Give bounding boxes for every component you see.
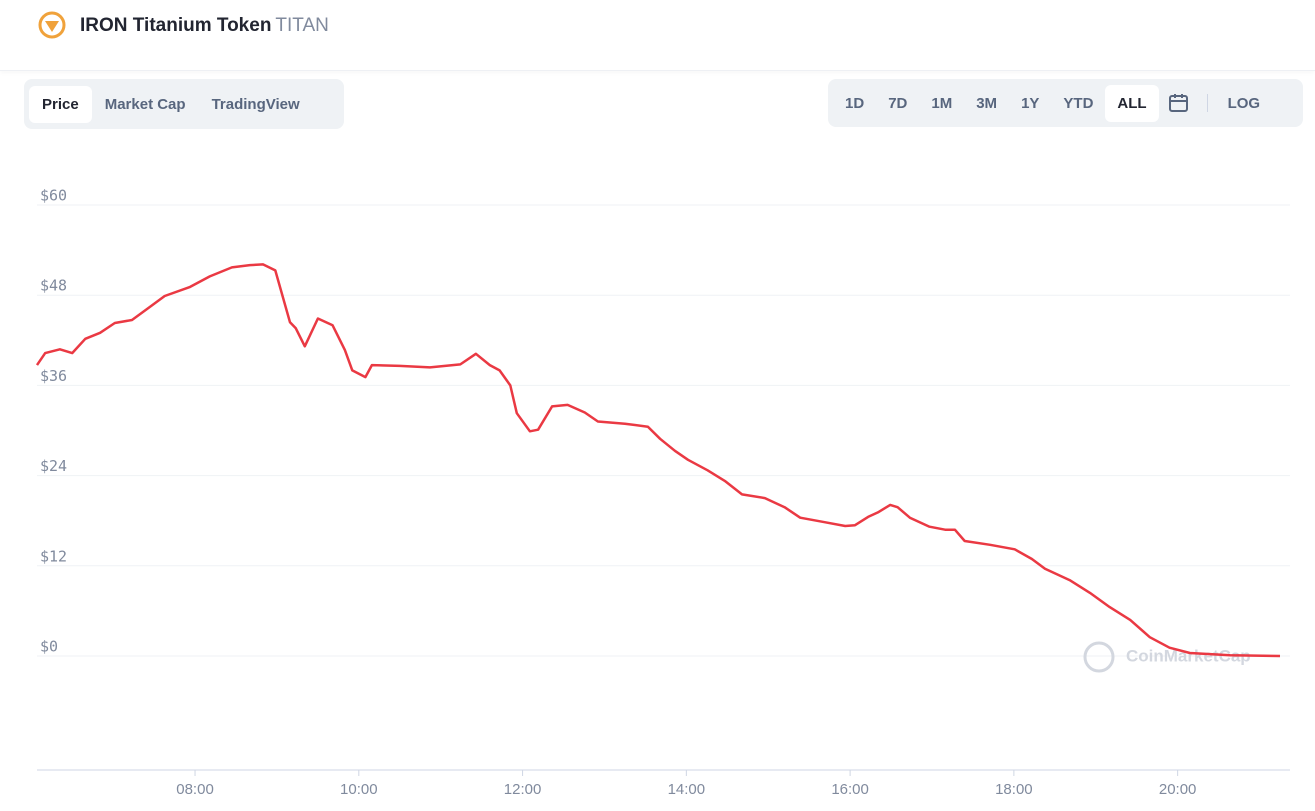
range-button[interactable]: ALL xyxy=(1105,84,1159,122)
tab-button[interactable]: Price xyxy=(29,85,92,123)
token-name: IRON Titanium Token xyxy=(80,15,272,36)
price-line xyxy=(35,263,1281,658)
x-tick-label: 12:00 xyxy=(504,781,542,798)
range-button[interactable]: 1M xyxy=(931,94,953,112)
tab-button[interactable]: Market Cap xyxy=(104,95,186,113)
y-tick-label: $48 xyxy=(40,277,67,295)
range-button[interactable]: 7D xyxy=(888,94,908,112)
y-tick-label: $24 xyxy=(40,457,67,475)
y-tick-label: $0 xyxy=(40,638,58,656)
y-tick-label: $12 xyxy=(40,547,67,565)
y-tick-label: $36 xyxy=(40,367,67,385)
range-button[interactable]: YTD xyxy=(1063,94,1094,112)
x-tick-label: 08:00 xyxy=(176,781,214,798)
y-tick-label: $60 xyxy=(40,187,67,205)
log-button[interactable]: LOG xyxy=(1227,94,1261,112)
x-tick-label: 14:00 xyxy=(668,781,706,798)
x-tick-label: 20:00 xyxy=(1159,781,1197,798)
tab-button[interactable]: TradingView xyxy=(211,95,300,113)
watermark: CoinMarketCap xyxy=(1126,646,1251,665)
range-button[interactable]: 3M xyxy=(976,94,998,112)
token-icon xyxy=(38,11,66,39)
x-tick-label: 18:00 xyxy=(995,781,1033,798)
divider xyxy=(1206,94,1208,112)
x-tick-label: 10:00 xyxy=(340,781,378,798)
header: IRON Titanium Token TITAN xyxy=(0,0,1315,71)
watermark-logo xyxy=(1083,641,1115,673)
chart-tabs: Price Market Cap TradingView xyxy=(24,79,344,129)
range-button[interactable]: 1Y xyxy=(1021,94,1040,112)
x-tick-label: 16:00 xyxy=(831,781,869,798)
calendar-button[interactable] xyxy=(1159,92,1199,114)
range-buttons: 1D 7D 1M 3M 1Y YTD ALL LOG xyxy=(828,79,1303,127)
token-symbol: TITAN xyxy=(275,15,329,36)
range-button[interactable]: 1D xyxy=(845,94,865,112)
